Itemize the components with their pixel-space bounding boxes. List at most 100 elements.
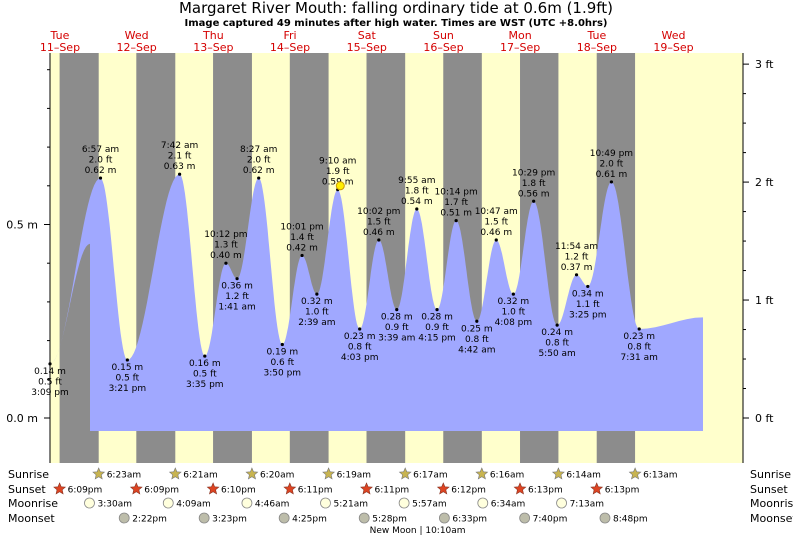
moonset-icon [118, 512, 130, 524]
sunset-time: 6:11pm [375, 486, 410, 496]
sunset-time: 6:13pm [605, 486, 640, 496]
sunset-event: 6:10pm [206, 482, 256, 496]
sunset-time: 6:10pm [221, 486, 256, 496]
tide-ft: 1.9 ft [326, 167, 350, 177]
moonset-time: 6:33pm [452, 515, 487, 525]
sunrise-icon [168, 467, 182, 480]
axes: 0.0 m 0.5 m 0 ft 1 ft 2 ft 3 ft [6, 53, 774, 463]
low-tide-4: 0.16 m0.5 ft3:35 pm [186, 354, 224, 390]
sunrise-time: 6:23am [107, 471, 142, 481]
tide-time: 3:50 pm [264, 368, 302, 378]
tide-ft: 1.1 ft [576, 300, 600, 310]
row-label-right: Moonset [750, 512, 793, 525]
moonrise-time: 4:09am [176, 500, 211, 510]
sunset-icon [283, 482, 297, 495]
tide-point [494, 238, 498, 242]
tide-point [511, 292, 515, 296]
sunset-icon [513, 482, 527, 495]
tide-time: 9:10 am [319, 157, 356, 167]
tide-point [637, 327, 641, 331]
right-tick-label: 3 ft [755, 58, 774, 71]
row-label-left: Moonset [8, 512, 55, 525]
tide-time: 5:50 am [538, 349, 575, 359]
day-of-week: Tue [50, 29, 70, 42]
high-tide-21: 10:29 pm1.8 ft0.56 m [512, 168, 555, 203]
moonrise-icon [84, 497, 95, 509]
sunrise-time: 6:19am [337, 471, 372, 481]
day-date: 13–Sep [193, 41, 233, 54]
tide-ft: 1.8 ft [522, 179, 546, 189]
tide-time: 4:03 pm [341, 353, 379, 363]
tide-m: 0.15 m [112, 363, 144, 373]
day-date: 11–Sep [40, 41, 80, 54]
moonset-event: 3:23pm [198, 512, 247, 525]
moonrise-time: 5:57am [412, 500, 447, 510]
row-label-right: Sunrise [750, 468, 791, 481]
row-label-left: Sunset [8, 483, 46, 496]
low-tide-18: 0.25 m0.8 ft4:42 am [458, 319, 496, 355]
tide-ft: 0.8 ft [627, 342, 651, 352]
sunset-time: 6:09pm [144, 486, 179, 496]
row-label-left: Sunrise [8, 468, 49, 481]
moonset-time: 5:28pm [372, 515, 407, 525]
low-tide-24: 0.34 m1.1 ft3:25 pm [569, 284, 607, 320]
high-tide-15: 9:55 am1.8 ft0.54 m [398, 176, 435, 211]
high-tide-3: 7:42 am2.1 ft0.63 m [161, 141, 198, 176]
moonrise-icon [477, 497, 489, 509]
sunrise-time: 6:16am [490, 471, 525, 481]
tide-m: 0.56 m [518, 189, 550, 199]
low-tide-22: 0.24 m0.8 ft5:50 am [538, 323, 576, 359]
moonset-icon [358, 512, 370, 524]
moonset-event: 2:22pm [118, 512, 167, 525]
tide-curve [50, 174, 703, 431]
low-tide-12: 0.23 m0.8 ft4:03 pm [341, 327, 379, 363]
tide-point [532, 199, 536, 203]
tide-m: 0.54 m [401, 197, 433, 207]
sunrise-time: 6:21am [183, 471, 218, 481]
moonset-event: 4:25pm [278, 512, 327, 525]
tide-point [395, 308, 399, 312]
tide-point [315, 292, 319, 296]
day-date: 18–Sep [577, 41, 617, 54]
tide-time: 9:55 am [398, 176, 435, 186]
moonrise-icon [241, 497, 253, 509]
day-of-week: Sat [358, 29, 377, 42]
tide-m: 0.24 m [541, 328, 573, 338]
moonrise-time: 3:30am [97, 500, 131, 510]
tide-ft: 2.0 ft [247, 156, 271, 166]
sunrise-event: 6:21am [168, 467, 218, 481]
moonset-event: 6:33pm [438, 512, 487, 525]
tide-m: 0.63 m [164, 162, 196, 172]
moonrise-time: 7:13am [570, 500, 605, 510]
tide-m: 0.62 m [243, 166, 275, 176]
day-of-week: Mon [509, 29, 532, 42]
tide-point [454, 219, 458, 223]
day-date: 19–Sep [653, 41, 693, 54]
tide-ft: 2.0 ft [89, 156, 113, 166]
row-label-left: Moonrise [8, 497, 58, 510]
tide-point [358, 327, 362, 331]
tide-m: 0.61 m [596, 170, 628, 180]
tide-ft: 0.9 ft [385, 323, 409, 333]
tide-ft: 1.4 ft [290, 233, 314, 243]
high-tide-5: 10:12 pm1.3 ft0.40 m [204, 230, 248, 265]
tide-m: 0.16 m [189, 359, 221, 369]
tide-ft: 0.8 ft [348, 342, 372, 352]
sunset-icon [53, 482, 67, 495]
sunrise-event: 6:13am [628, 467, 678, 481]
moonrise-icon [320, 497, 331, 509]
tide-point [203, 354, 207, 358]
tide-point [435, 308, 439, 312]
moonset-time: 7:40pm [533, 515, 568, 525]
tide-time: 2:39 am [298, 318, 335, 328]
moonrise-time: 6:34am [491, 500, 526, 510]
tide-m: 0.25 m [461, 324, 493, 334]
sunrise-event: 6:23am [92, 467, 142, 481]
tide-time: 10:47 am [475, 207, 518, 217]
sunset-event: 6:13pm [590, 482, 640, 496]
tide-ft: 0.8 ft [545, 339, 569, 349]
sunset-icon [129, 482, 143, 495]
